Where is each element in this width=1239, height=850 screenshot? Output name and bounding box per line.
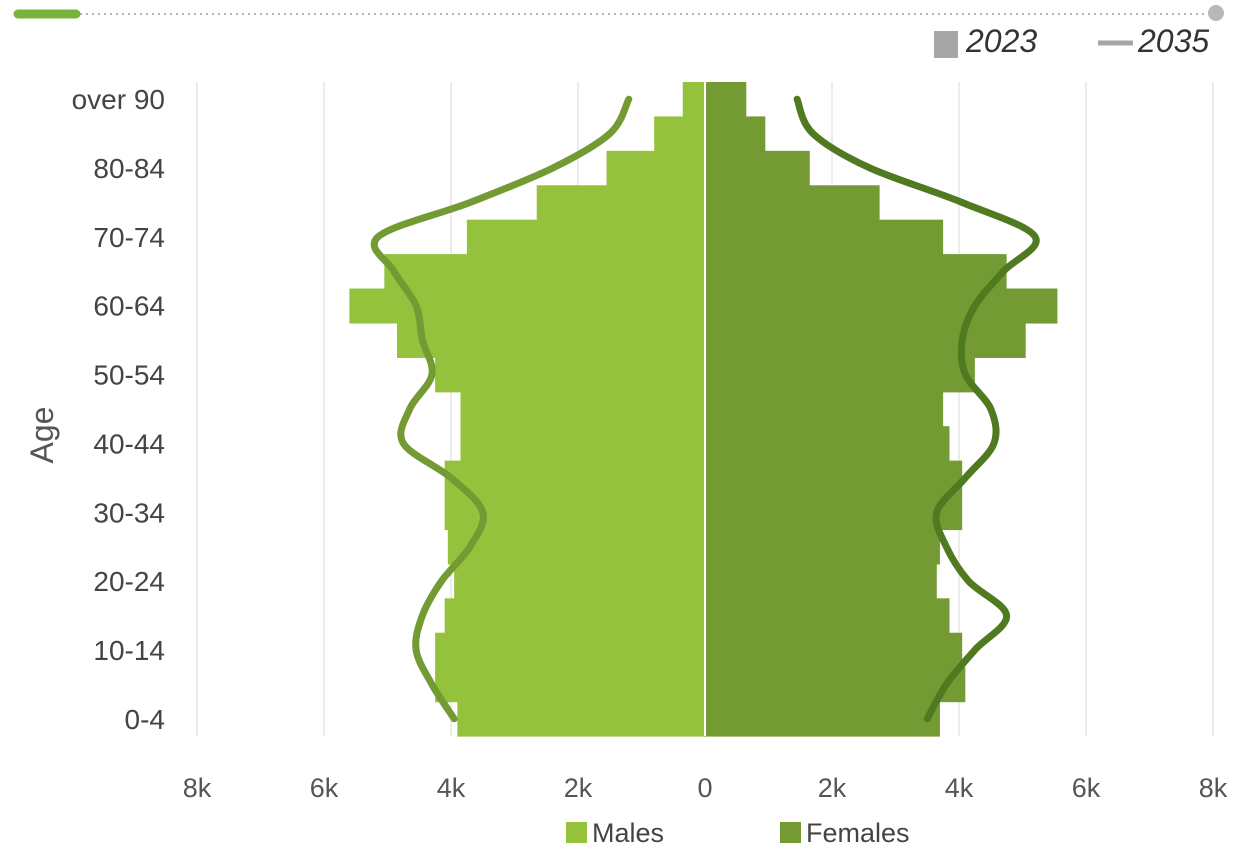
bar-females-40-44 [705,426,949,461]
bar-females-30-34 [705,495,962,530]
bar-females-35-39 [705,461,962,496]
y-tick-label: over 90 [72,84,165,115]
y-tick-label: 70-74 [93,222,165,253]
y-tick-label: 30-34 [93,497,165,528]
bar-females-15-19 [705,598,949,633]
x-tick-label: 8k [1199,773,1228,803]
y-tick-label: 40-44 [93,428,165,459]
bar-females-20-24 [705,564,937,599]
bar-males-35-39 [445,461,705,496]
legend-males-label: Males [592,818,664,848]
x-tick-label: 8k [183,773,212,803]
bar-females-over 90 [705,82,746,117]
x-tick-label: 2k [564,773,593,803]
bar-males-10-14 [435,633,705,668]
y-tick-label: 20-24 [93,566,165,597]
year-legend: 2023 2035 [934,23,1209,59]
bar-females-55-59 [705,323,1026,358]
x-axis-ticks: 8k 6k 4k 2k 0 2k 4k 6k 8k [183,773,1228,803]
slider-end-handle[interactable] [1208,5,1224,21]
bar-females-25-29 [705,529,940,564]
x-tick-label: 0 [697,773,712,803]
x-tick-label: 6k [310,773,339,803]
bar-males-45-49 [461,392,705,427]
bar-males-75-79 [537,185,705,220]
x-tick-label: 6k [1072,773,1101,803]
legend-males-swatch [566,822,587,843]
bar-males-80-84 [607,151,705,186]
legend-2023-label: 2023 [965,23,1037,59]
bar-males-20-24 [454,564,705,599]
y-axis-title: Age [24,407,60,464]
bar-males-70-74 [467,220,705,255]
series-legend: Males Females [566,818,910,848]
bar-males-5-9 [435,667,705,702]
bar-females-50-54 [705,357,975,392]
legend-2023-swatch [934,31,958,58]
bar-females-85-89 [705,116,765,151]
bar-males-0-4 [457,702,705,737]
bar-females-10-14 [705,633,962,668]
bar-males-over 90 [683,82,705,117]
y-tick-label: 0-4 [125,704,165,735]
bar-females-65-69 [705,254,1007,289]
bar-males-15-19 [445,598,705,633]
bar-males-65-69 [384,254,705,289]
bar-females-70-74 [705,220,943,255]
year-slider[interactable] [18,5,1224,21]
x-tick-label: 4k [945,773,974,803]
bar-males-85-89 [654,116,705,151]
bar-males-25-29 [448,529,705,564]
x-tick-label: 2k [818,773,847,803]
bar-males-40-44 [461,426,705,461]
y-tick-label: 60-64 [93,291,165,322]
legend-females-swatch [780,822,801,843]
y-tick-label: 50-54 [93,360,165,391]
bar-females-60-64 [705,289,1057,324]
bar-males-50-54 [435,357,705,392]
bar-males-60-64 [349,289,705,324]
bar-females-75-79 [705,185,880,220]
bar-females-5-9 [705,667,965,702]
bar-males-55-59 [397,323,705,358]
y-tick-label: 10-14 [93,635,165,666]
legend-2035-label: 2035 [1137,23,1209,59]
x-tick-label: 4k [437,773,466,803]
bar-females-80-84 [705,151,810,186]
y-tick-label: 80-84 [93,153,165,184]
bar-females-0-4 [705,702,940,737]
y-axis-ticks: 0-4 10-14 20-24 30-34 40-44 50-54 60-64 70-74 80… [72,84,165,735]
legend-females-label: Females [806,818,910,848]
bar-females-45-49 [705,392,943,427]
bars [349,82,1057,737]
